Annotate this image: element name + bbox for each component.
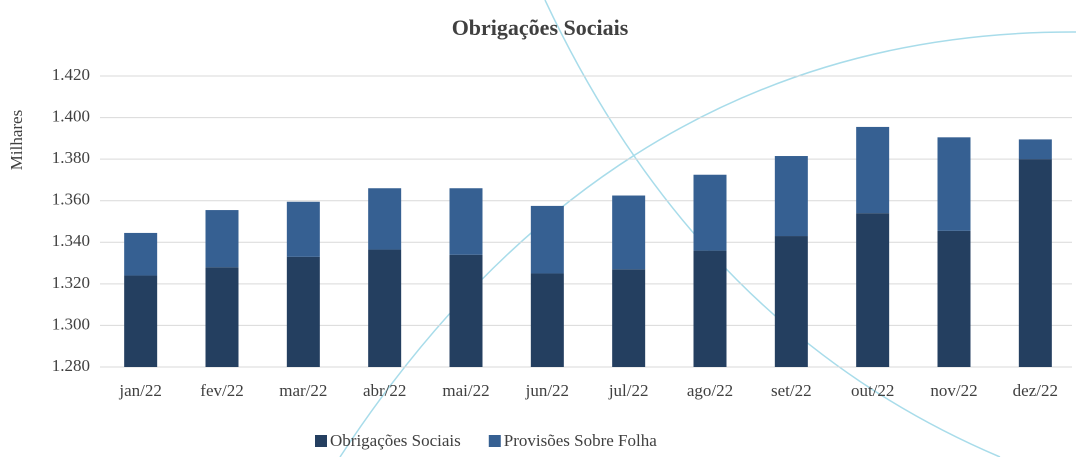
legend-swatch (489, 435, 501, 447)
y-tick-label: 1.300 (52, 314, 90, 333)
y-tick-label: 1.360 (52, 190, 90, 209)
y-tick-label: 1.420 (52, 65, 90, 84)
bar-segment (206, 267, 239, 367)
y-tick-label: 1.320 (52, 273, 90, 292)
x-tick-label: mai/22 (442, 381, 489, 400)
bar-segment (368, 188, 401, 249)
bar-segment (856, 213, 889, 367)
bar-segment (775, 156, 808, 236)
bar-segment (694, 251, 727, 367)
x-tick-label: jun/22 (525, 381, 569, 400)
bar-segment (368, 250, 401, 367)
bar-segment (612, 196, 645, 270)
x-tick-label: ago/22 (687, 381, 733, 400)
x-tick-label: nov/22 (930, 381, 977, 400)
x-tick-label: abr/22 (363, 381, 406, 400)
legend: Obrigações Sociais Provisões Sobre Folha (315, 431, 657, 450)
bar-segment (450, 255, 483, 367)
bar-segment (938, 231, 971, 367)
x-tick-label: mar/22 (279, 381, 327, 400)
bars (124, 127, 1052, 367)
x-tick-label: fev/22 (200, 381, 243, 400)
bar-segment (938, 137, 971, 231)
x-tick-label: out/22 (851, 381, 894, 400)
bar-segment (124, 233, 157, 276)
bar-segment (206, 210, 239, 267)
x-tick-label: jul/22 (608, 381, 649, 400)
legend-label: Provisões Sobre Folha (504, 431, 657, 450)
bar-segment (124, 276, 157, 367)
chart-title: Obrigações Sociais (452, 15, 629, 40)
legend-label: Obrigações Sociais (330, 431, 461, 450)
page: {"chart_data": {"type": "stacked_bar", "… (0, 0, 1076, 462)
bar-segment (450, 188, 483, 255)
y-tick-label: 1.380 (52, 148, 90, 167)
bar-segment (775, 236, 808, 367)
bar-segment (856, 127, 889, 213)
bar-segment (531, 206, 564, 274)
legend-swatch (315, 435, 327, 447)
bar-segment (287, 202, 320, 257)
x-tick-label: jan/22 (118, 381, 162, 400)
bar-segment (1019, 159, 1052, 367)
y-tick-label: 1.400 (52, 106, 90, 125)
y-tick-label: 1.340 (52, 231, 90, 250)
bar-segment (287, 257, 320, 367)
bar-segment (612, 269, 645, 367)
bar-segment (694, 175, 727, 251)
bar-segment (531, 273, 564, 367)
bar-segment (1019, 139, 1052, 159)
x-tick-label: set/22 (771, 381, 812, 400)
y-axis-label: Milhares (7, 110, 26, 170)
y-tick-label: 1.280 (52, 356, 90, 375)
chart: Obrigações Sociais Milhares 1.280 1.300 1.… (0, 0, 1076, 457)
x-tick-label: dez/22 (1013, 381, 1058, 400)
